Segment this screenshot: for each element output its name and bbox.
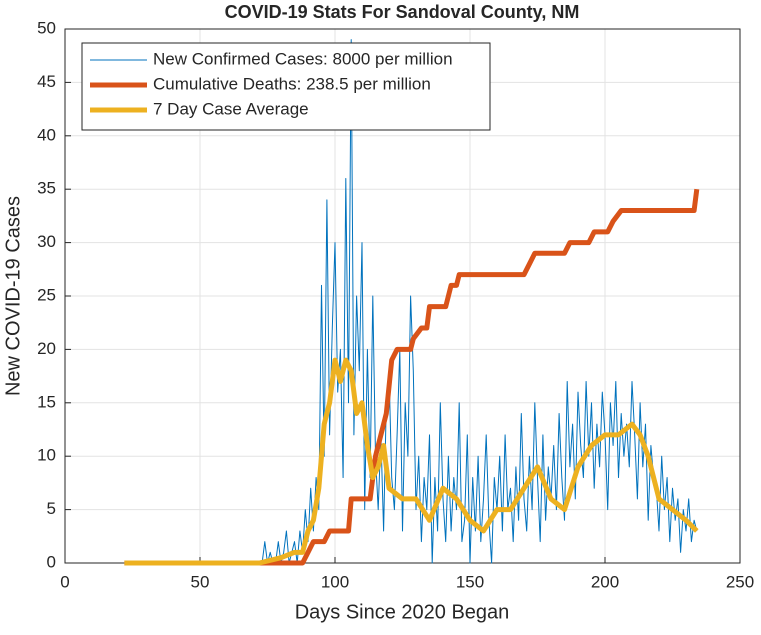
legend-label: 7 Day Case Average xyxy=(153,99,309,118)
x-tick-label: 200 xyxy=(591,572,619,591)
legend-label: New Confirmed Cases: 8000 per million xyxy=(153,49,453,68)
series-line xyxy=(124,357,699,566)
series-line xyxy=(124,188,700,566)
x-tick-label: 50 xyxy=(191,572,210,591)
y-tick-label: 40 xyxy=(37,125,56,144)
y-tick-label: 10 xyxy=(37,446,56,465)
y-tick-label: 25 xyxy=(37,285,56,304)
x-tick-label: 100 xyxy=(321,572,349,591)
y-tick-label: 50 xyxy=(37,18,56,37)
plot-frame xyxy=(64,28,741,564)
y-axis-label: New COVID-19 Cases xyxy=(2,196,24,396)
x-tick-label: 150 xyxy=(456,572,484,591)
y-tick-label: 5 xyxy=(47,499,56,518)
legend-label: Cumulative Deaths: 238.5 per million xyxy=(153,74,431,93)
x-tick-label: 250 xyxy=(726,572,754,591)
x-axis-label: Days Since 2020 Began xyxy=(295,601,510,623)
chart-title: COVID-19 Stats For Sandoval County, NM xyxy=(225,2,580,22)
y-tick-label: 35 xyxy=(37,179,56,198)
y-tick-label: 30 xyxy=(37,232,56,251)
y-tick-label: 20 xyxy=(37,339,56,358)
y-tick-label: 0 xyxy=(47,552,56,571)
y-tick-label: 45 xyxy=(37,72,56,91)
y-tick-label: 15 xyxy=(37,392,56,411)
legend-box xyxy=(81,42,491,131)
x-tick-label: 0 xyxy=(60,572,69,591)
